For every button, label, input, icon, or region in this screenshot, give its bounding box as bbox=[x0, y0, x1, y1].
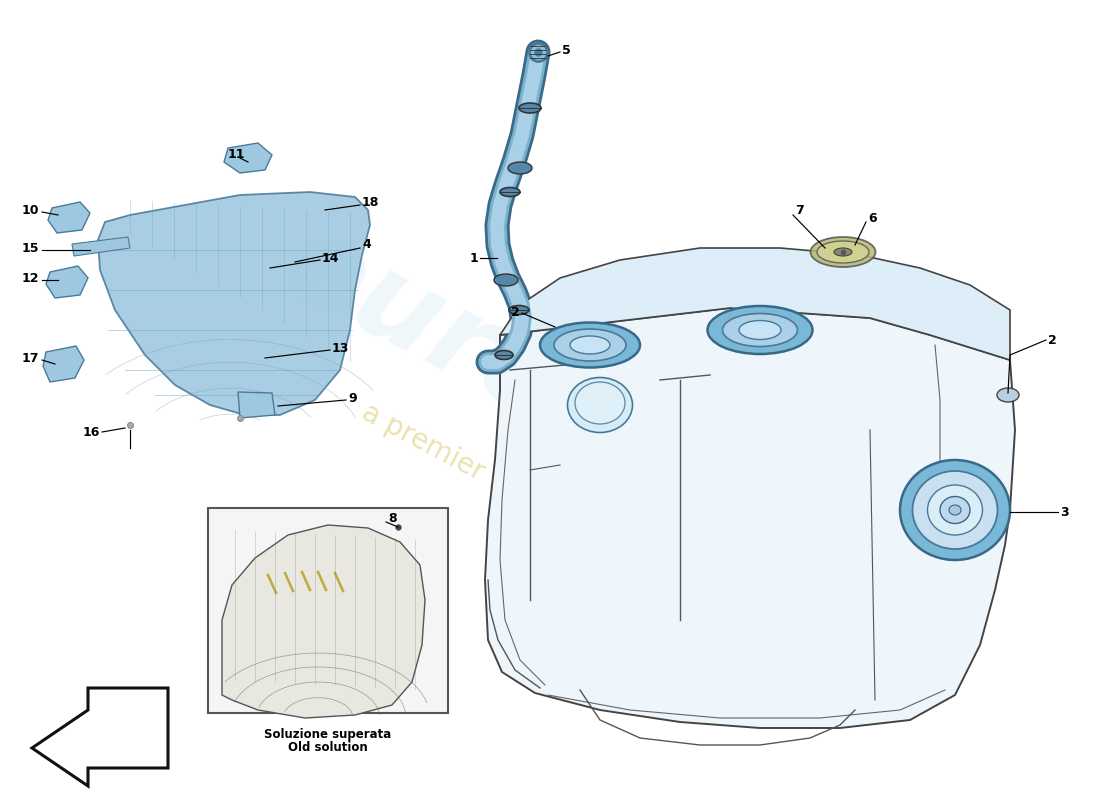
Text: 12: 12 bbox=[22, 271, 40, 285]
Text: 9: 9 bbox=[348, 391, 356, 405]
Polygon shape bbox=[98, 192, 370, 415]
Ellipse shape bbox=[707, 306, 813, 354]
Text: 5: 5 bbox=[562, 43, 571, 57]
Ellipse shape bbox=[519, 103, 541, 113]
Polygon shape bbox=[32, 688, 168, 786]
Ellipse shape bbox=[568, 378, 632, 433]
Polygon shape bbox=[46, 266, 88, 298]
Ellipse shape bbox=[495, 350, 513, 359]
Ellipse shape bbox=[554, 329, 626, 361]
Text: 2: 2 bbox=[1048, 334, 1057, 346]
Ellipse shape bbox=[927, 485, 982, 535]
Text: 18: 18 bbox=[362, 195, 380, 209]
Text: 3: 3 bbox=[1060, 506, 1068, 518]
Ellipse shape bbox=[811, 237, 876, 267]
Ellipse shape bbox=[949, 505, 961, 515]
Text: 1: 1 bbox=[470, 251, 478, 265]
Polygon shape bbox=[48, 202, 90, 233]
Ellipse shape bbox=[817, 241, 869, 263]
Polygon shape bbox=[72, 237, 130, 256]
Text: 7: 7 bbox=[795, 203, 804, 217]
Ellipse shape bbox=[570, 336, 611, 354]
Ellipse shape bbox=[900, 460, 1010, 560]
Text: Old solution: Old solution bbox=[288, 741, 367, 754]
Ellipse shape bbox=[997, 388, 1019, 402]
Ellipse shape bbox=[913, 471, 998, 549]
Text: 15: 15 bbox=[22, 242, 40, 254]
Ellipse shape bbox=[834, 248, 852, 256]
Text: 11: 11 bbox=[228, 149, 245, 162]
Text: 2: 2 bbox=[512, 306, 520, 319]
Text: 8: 8 bbox=[388, 513, 397, 526]
Polygon shape bbox=[224, 143, 272, 173]
Text: 10: 10 bbox=[22, 203, 40, 217]
Ellipse shape bbox=[494, 274, 518, 286]
Ellipse shape bbox=[940, 497, 970, 523]
Polygon shape bbox=[485, 308, 1015, 728]
Text: 6: 6 bbox=[868, 211, 877, 225]
Polygon shape bbox=[238, 392, 275, 418]
Ellipse shape bbox=[723, 314, 798, 346]
Polygon shape bbox=[222, 525, 425, 718]
Text: eurospares: eurospares bbox=[264, 204, 977, 656]
Text: 13: 13 bbox=[332, 342, 350, 354]
Ellipse shape bbox=[509, 306, 529, 314]
Text: Soluzione superata: Soluzione superata bbox=[264, 728, 392, 741]
Text: 14: 14 bbox=[322, 251, 340, 265]
Text: 4: 4 bbox=[362, 238, 371, 251]
Polygon shape bbox=[500, 248, 1010, 360]
Ellipse shape bbox=[500, 187, 520, 197]
Ellipse shape bbox=[575, 382, 625, 424]
Text: 17: 17 bbox=[22, 351, 40, 365]
Text: 16: 16 bbox=[82, 426, 100, 438]
Text: a premier for parts since 1985: a premier for parts since 1985 bbox=[356, 398, 744, 622]
Ellipse shape bbox=[739, 321, 781, 339]
Polygon shape bbox=[43, 346, 84, 382]
Ellipse shape bbox=[508, 162, 532, 174]
FancyBboxPatch shape bbox=[208, 508, 448, 713]
Ellipse shape bbox=[540, 322, 640, 367]
